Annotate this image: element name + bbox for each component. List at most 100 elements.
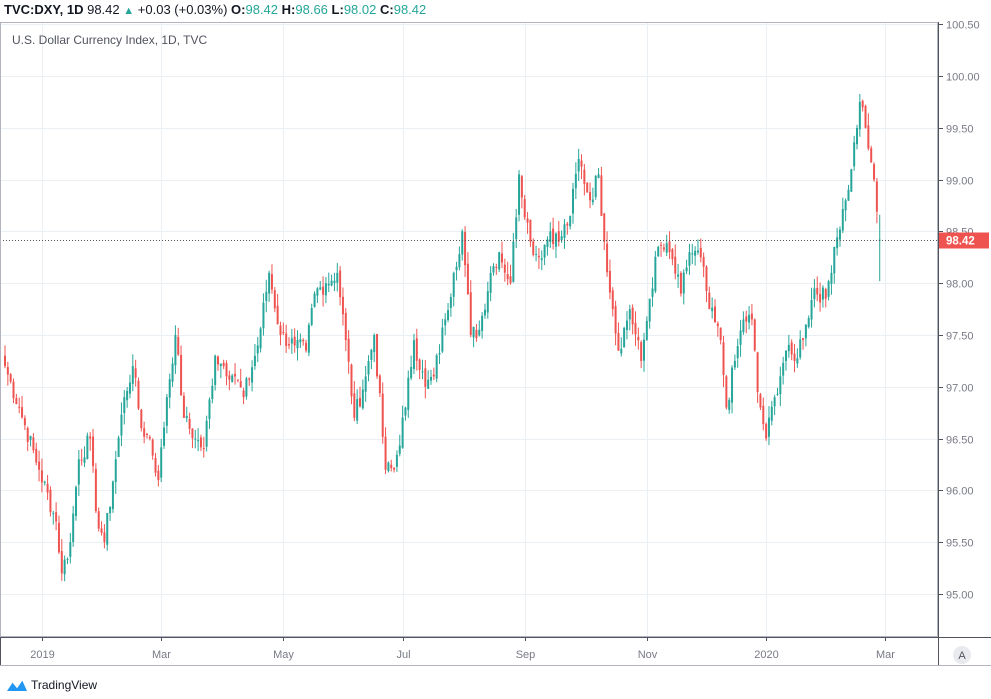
candle-up (455, 266, 458, 271)
candle-up (52, 512, 55, 514)
candle-up (691, 253, 694, 255)
y-tick-label: 98.00 (946, 279, 974, 291)
candle-up (577, 158, 580, 172)
candle-down (415, 338, 418, 361)
candle-down (239, 381, 242, 388)
candle-up (168, 379, 171, 398)
candle-up (444, 319, 447, 326)
up-triangle-icon: ▲ (123, 5, 135, 17)
candle-down (60, 551, 63, 574)
candle-down (151, 439, 154, 456)
candle-up (483, 309, 486, 316)
candle-down (802, 338, 805, 340)
candle-up (120, 414, 123, 436)
candle-down (273, 290, 276, 309)
candle-up (694, 250, 697, 256)
candle-down (662, 247, 665, 250)
svg-text:A: A (958, 650, 966, 662)
price-axis[interactable]: 95.0095.5096.0096.5097.0097.5098.0098.50… (938, 20, 980, 602)
candle-down (870, 148, 873, 163)
candle-down (350, 364, 353, 397)
candle-up (452, 272, 455, 297)
y-tick-label: 96.00 (946, 486, 974, 498)
candle-down (234, 373, 237, 377)
candle-down (864, 105, 867, 128)
candle-down (861, 100, 864, 108)
candle-up (654, 256, 657, 292)
candle-up (370, 349, 373, 360)
candle-up (336, 272, 339, 283)
candle-down (674, 256, 677, 274)
candle-down (378, 375, 381, 394)
candle-up (163, 427, 166, 446)
chart-title: U.S. Dollar Currency Index, 1D, TVC (12, 33, 208, 47)
auto-scale-button[interactable]: A (953, 646, 971, 664)
candle-up (333, 280, 336, 284)
candle-down (424, 368, 427, 387)
candle-down (199, 437, 202, 448)
candle-down (873, 164, 876, 180)
candle-up (478, 329, 481, 336)
candle-down (376, 333, 379, 377)
candle-up (597, 174, 600, 179)
candle-up (486, 291, 489, 313)
time-axis[interactable]: 2019 Mar May Jul Sep Nov 2020 Mar (30, 637, 895, 661)
candle-down (46, 483, 49, 493)
candle-down (586, 182, 589, 193)
candle-down (305, 342, 308, 351)
candle-up (643, 339, 645, 361)
candle-up (404, 407, 407, 416)
candle-up (109, 506, 112, 514)
candle-down (9, 374, 12, 382)
tradingview-logo[interactable]: TradingView (6, 678, 97, 692)
candle-down (57, 522, 60, 553)
candle-down (270, 274, 273, 290)
candle-down (503, 264, 506, 273)
candle-up (518, 174, 521, 215)
close-value: 98.42 (393, 2, 427, 17)
candle-up (117, 437, 120, 457)
candle-up (174, 335, 177, 366)
x-tick-label: Mar (152, 649, 171, 661)
candle-down (418, 359, 421, 370)
candle-down (393, 467, 396, 470)
candle-down (583, 169, 586, 184)
candle-up (262, 302, 265, 329)
x-tick-label: Jul (396, 649, 410, 661)
candle-down (759, 394, 762, 408)
candle-down (322, 286, 325, 295)
candle-down (501, 253, 503, 263)
candle-up (645, 320, 648, 340)
tradingview-icon (7, 679, 27, 691)
candle-down (557, 231, 560, 242)
candle-down (509, 276, 512, 284)
candle-down (248, 378, 251, 380)
candle-up (256, 345, 259, 354)
candle-up (458, 254, 461, 268)
candle-up (66, 558, 69, 560)
candle-up (856, 127, 858, 145)
candle-down (566, 223, 569, 226)
candle-down (671, 249, 674, 260)
candle-down (341, 296, 344, 315)
y-tick-label: 100.00 (946, 72, 980, 84)
candle-up (472, 326, 475, 338)
candle-down (714, 306, 716, 323)
candle-down (875, 181, 878, 212)
candle-up (841, 209, 844, 231)
candle-up (858, 101, 861, 130)
candle-up (219, 363, 222, 366)
candle-down (634, 322, 637, 335)
candle-up (651, 288, 654, 297)
candle-down (182, 395, 185, 418)
candle-down (708, 292, 711, 310)
candle-up (512, 241, 515, 282)
candle-up (481, 315, 484, 331)
candle-up (682, 272, 685, 294)
candle-up (441, 327, 444, 352)
candle-down (532, 241, 535, 255)
candle-down (750, 313, 753, 320)
candle-down (606, 243, 609, 273)
candle-down (679, 272, 682, 294)
